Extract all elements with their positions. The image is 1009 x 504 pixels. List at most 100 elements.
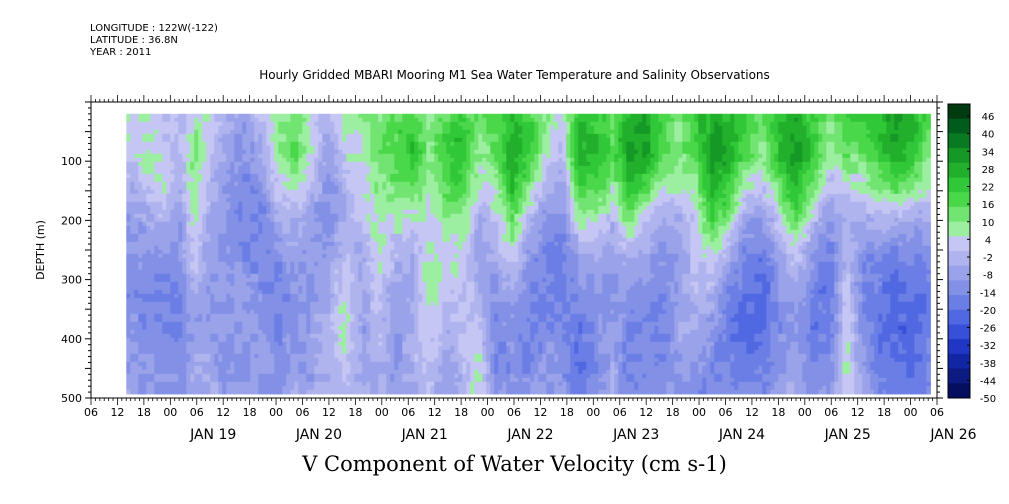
heat-cell [402, 269, 407, 275]
heat-cell [226, 285, 231, 291]
heat-cell [214, 301, 219, 307]
heat-cell [302, 305, 307, 311]
heat-cell [262, 181, 267, 187]
heat-cell [162, 177, 167, 183]
heat-cell [206, 177, 211, 183]
heat-cell [290, 349, 295, 355]
heat-cell [310, 181, 315, 187]
heat-cell [290, 169, 295, 175]
heat-cell [318, 369, 323, 375]
heat-cell [382, 361, 387, 367]
heat-cell [294, 189, 299, 195]
heat-cell [134, 133, 139, 139]
heat-cell [150, 317, 155, 323]
heat-cell [286, 233, 291, 239]
heat-cell [186, 165, 191, 171]
heat-cell [182, 169, 187, 175]
heat-cell [346, 369, 351, 375]
heat-cell [334, 293, 339, 299]
heat-cell [130, 373, 135, 379]
heat-cell [134, 145, 139, 151]
heat-cell [138, 325, 143, 331]
heat-cell [150, 221, 155, 227]
heat-cell [406, 245, 411, 251]
heat-cell [394, 389, 399, 395]
heat-cell [362, 281, 367, 287]
heat-cell [230, 305, 235, 311]
heat-cell [222, 157, 227, 163]
heat-cell [286, 277, 291, 283]
heat-cell [178, 193, 183, 199]
heat-cell [142, 137, 147, 143]
heat-cell [238, 265, 243, 271]
heat-cell [142, 321, 147, 327]
heat-cell [206, 273, 211, 279]
heat-cell [390, 257, 395, 263]
heat-cell [306, 213, 311, 219]
heat-cell [234, 129, 239, 135]
heat-cell [234, 217, 239, 223]
heat-cell [318, 133, 323, 139]
heat-cell [154, 149, 159, 155]
heat-cell [346, 261, 351, 267]
heat-cell [398, 117, 403, 123]
heat-cell [334, 125, 339, 131]
heat-cell [350, 217, 355, 223]
heat-cell [234, 265, 239, 271]
heat-cell [186, 369, 191, 375]
heat-cell [210, 309, 215, 315]
heat-cell [222, 253, 227, 259]
heat-cell [390, 301, 395, 307]
heat-cell [386, 293, 391, 299]
heat-cell [394, 325, 399, 331]
heat-cell [258, 201, 263, 207]
heat-cell [170, 221, 175, 227]
heat-cell [338, 117, 343, 123]
heat-cell [194, 321, 199, 327]
heat-cell [222, 201, 227, 207]
heat-cell [158, 333, 163, 339]
heat-cell [242, 357, 247, 363]
heat-cell [378, 385, 383, 391]
heat-cell [198, 301, 203, 307]
heat-cell [390, 249, 395, 255]
heat-cell [334, 237, 339, 243]
heat-cell [298, 225, 303, 231]
heat-cell [238, 225, 243, 231]
heat-cell [410, 113, 415, 119]
heat-cell [166, 277, 171, 283]
heat-cell [254, 321, 259, 327]
heat-cell [250, 245, 255, 251]
heat-cell [182, 129, 187, 135]
heat-cell [170, 289, 175, 295]
heat-cell [402, 249, 407, 255]
heat-cell [262, 325, 267, 331]
heat-cell [270, 177, 275, 183]
heat-cell [358, 213, 363, 219]
heat-cell [350, 337, 355, 343]
heat-cell [402, 233, 407, 239]
heat-cell [322, 365, 327, 371]
heat-cell [258, 301, 263, 307]
heat-cell [134, 293, 139, 299]
heat-cell [162, 129, 167, 135]
heat-cell [322, 261, 327, 267]
heat-cell [134, 189, 139, 195]
heat-cell [362, 357, 367, 363]
heat-cell [230, 213, 235, 219]
heat-cell [222, 321, 227, 327]
heat-cell [274, 249, 279, 255]
heat-cell [338, 333, 343, 339]
heat-cell [182, 157, 187, 163]
heat-cell [342, 193, 347, 199]
heat-cell [210, 237, 215, 243]
heat-cell [402, 225, 407, 231]
heat-cell [282, 361, 287, 367]
heat-cell [302, 369, 307, 375]
heat-cell [318, 381, 323, 387]
heat-cell [254, 373, 259, 379]
heat-cell [346, 353, 351, 359]
heat-cell [318, 205, 323, 211]
heat-cell [186, 269, 191, 275]
heat-cell [326, 173, 331, 179]
